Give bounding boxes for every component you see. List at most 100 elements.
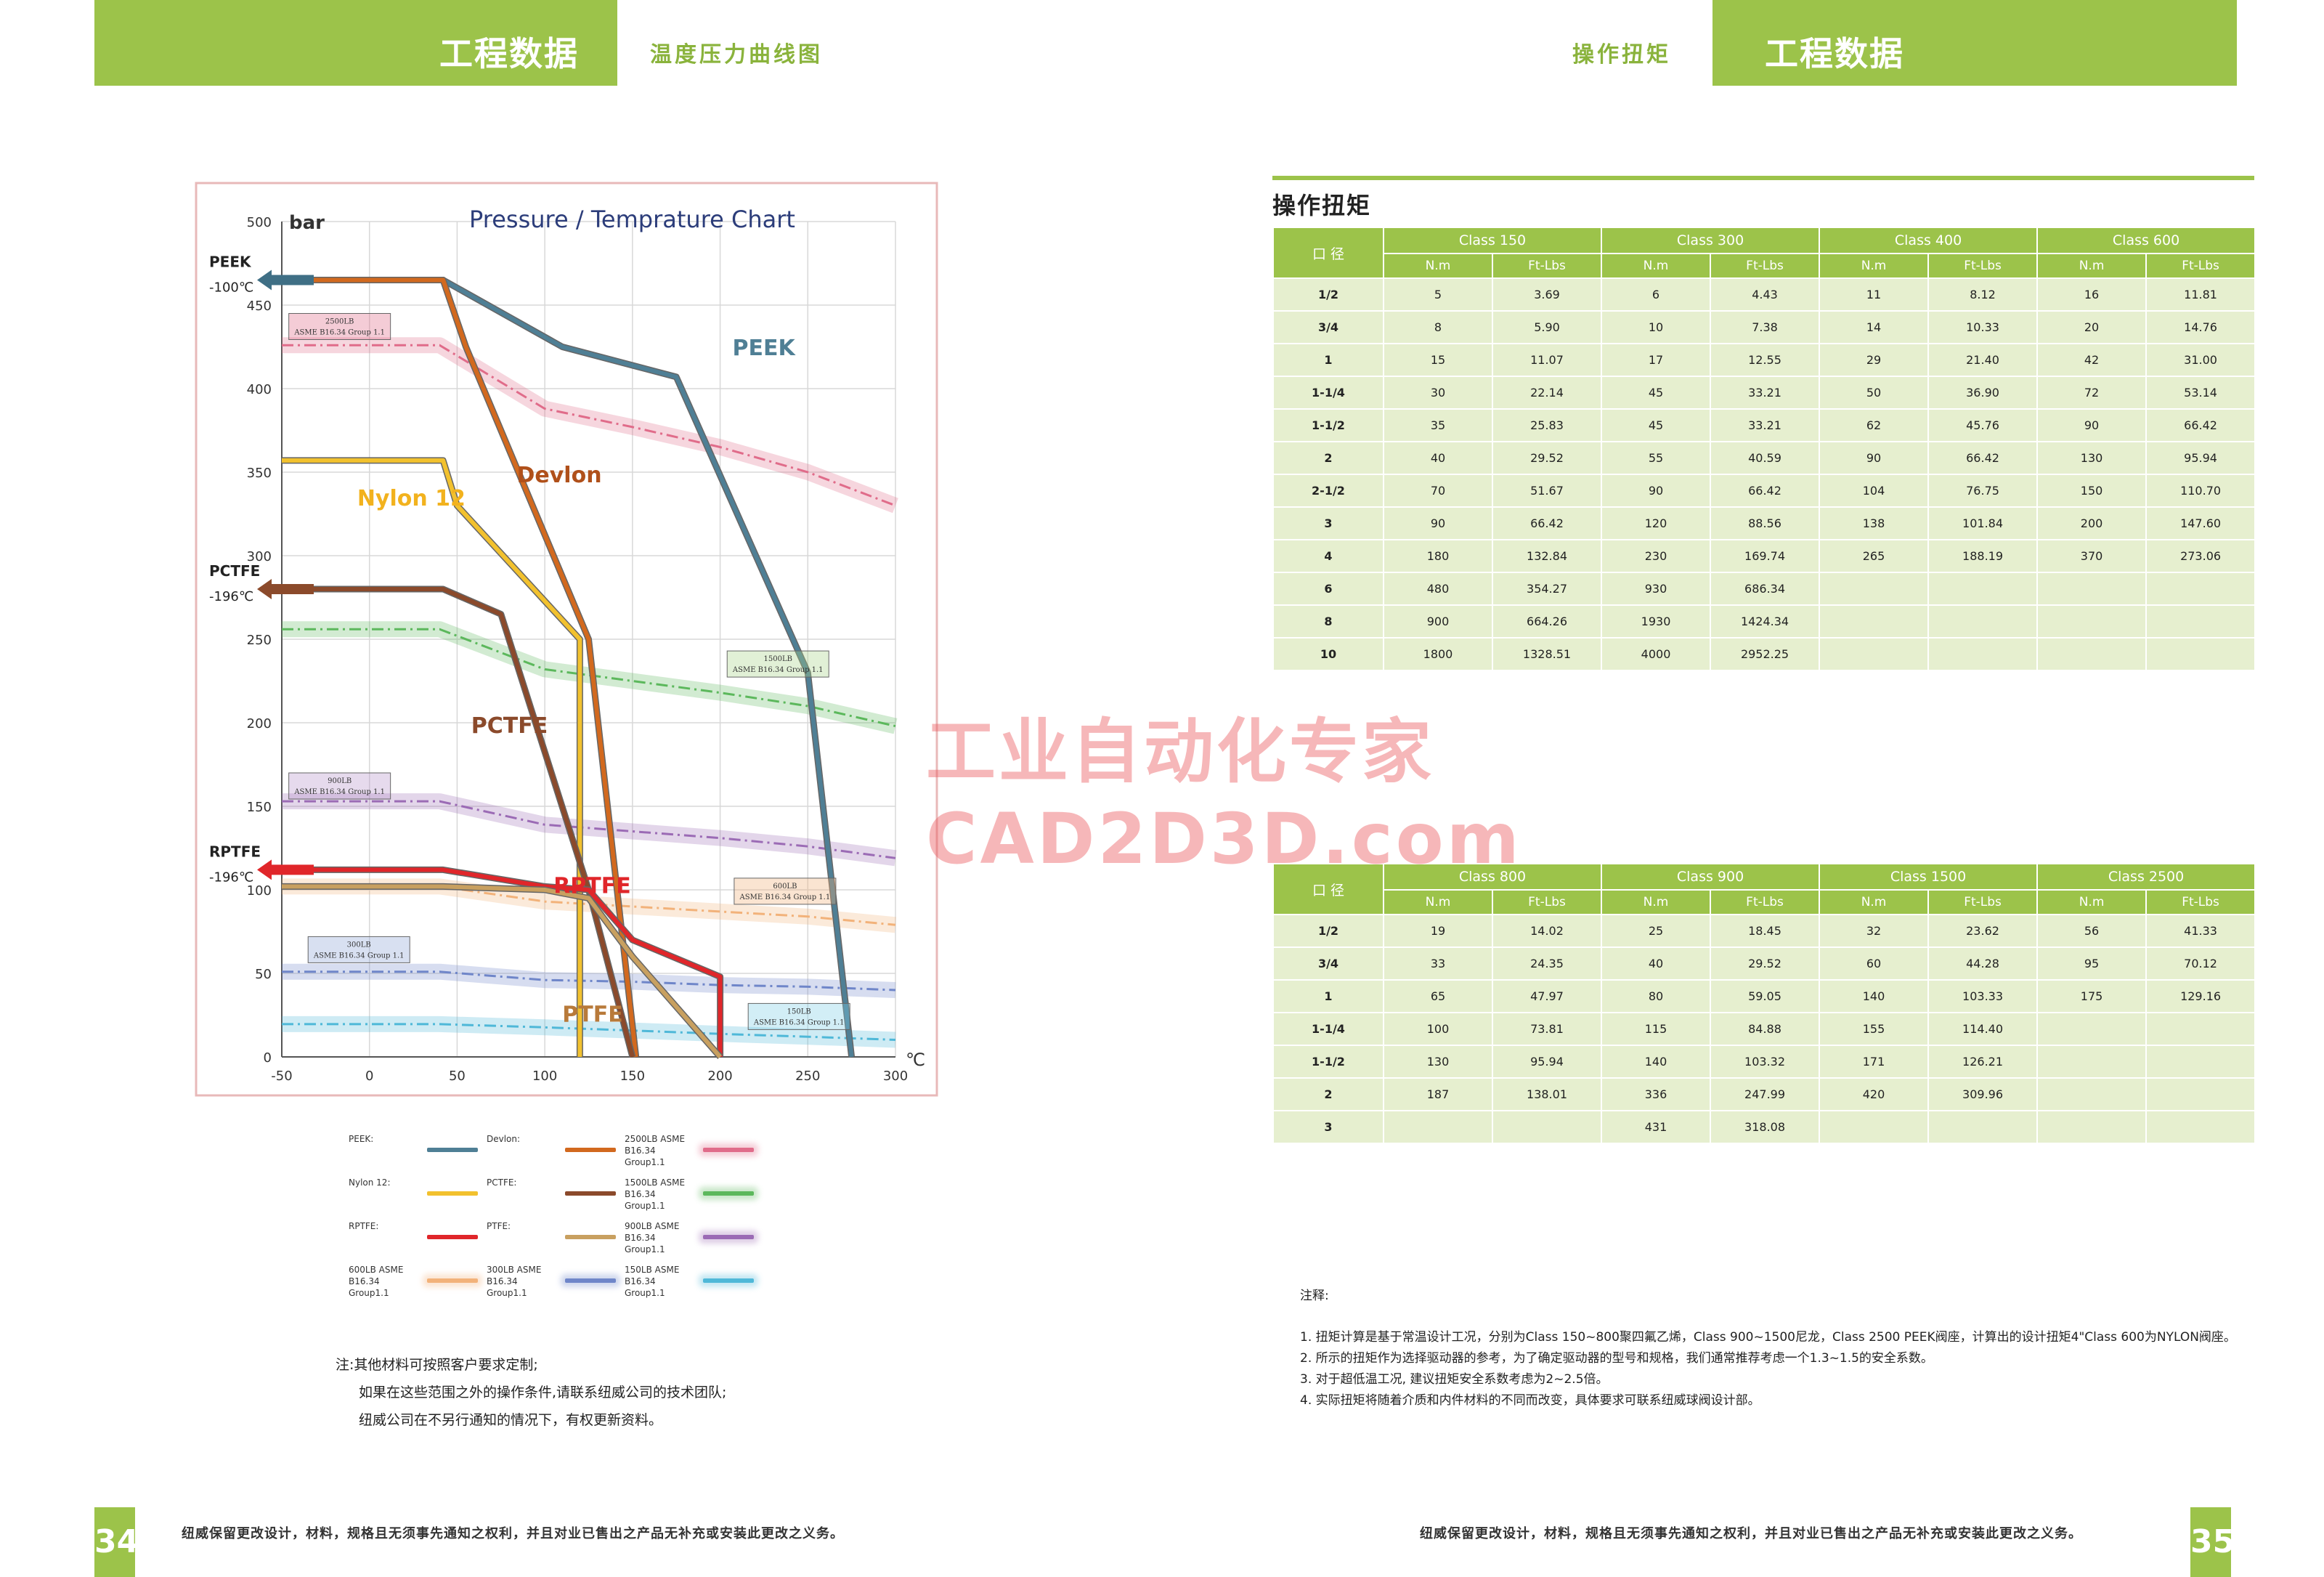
size-cell: 3/4 <box>1272 310 1384 344</box>
size-cell: 2-1/2 <box>1272 474 1384 508</box>
asme-box <box>726 650 829 678</box>
pctfe-label: PCTFE <box>471 713 548 739</box>
table-row: 1-1/4 100 73.81 115 84.88 155 114.40 <box>1272 1012 2256 1046</box>
x-tick-label: 50 <box>449 1069 466 1084</box>
size-cell: 1-1/4 <box>1272 1012 1384 1046</box>
value-cell: 480 <box>1383 572 1493 606</box>
size-cell: 1-1/2 <box>1272 1045 1384 1079</box>
note-3: 3. 对于超低温工况, 建议扭矩安全系数考虑为2~2.5倍。 <box>1300 1372 1609 1387</box>
rptfe-arrow: RPTFE -196℃ <box>209 843 314 885</box>
value-cell: 336 <box>1601 1077 1712 1111</box>
t2-unit-ft-3: Ft-Lbs <box>2145 889 2256 915</box>
asme-box-standard: ASME B16.34 Group 1.1 <box>753 1018 845 1026</box>
rptfe-label: RPTFE <box>553 874 631 899</box>
value-cell: 150 <box>2036 474 2148 508</box>
value-cell: 110.70 <box>2145 474 2256 508</box>
table-row: 1/2 19 14.02 25 18.45 32 23.62 56 41.33 <box>1272 914 2256 948</box>
x-tick-label: -50 <box>271 1069 292 1084</box>
value-cell: 188.19 <box>1927 539 2039 573</box>
size-cell: 1-1/2 <box>1272 408 1384 442</box>
value-cell: 70 <box>1383 474 1493 508</box>
value-cell: 29.52 <box>1710 946 1821 981</box>
value-cell: 30 <box>1383 376 1493 410</box>
value-cell: 171 <box>1819 1045 1930 1079</box>
x-tick-label: 300 <box>883 1069 908 1084</box>
t1-unit-nm-0: N.m <box>1383 253 1493 279</box>
value-cell: 2952.25 <box>1710 637 1821 671</box>
asme-box-standard: ASME B16.34 Group 1.1 <box>293 329 385 337</box>
value-cell: 200 <box>2036 506 2148 540</box>
value-cell: 247.99 <box>1710 1077 1821 1111</box>
legend-label: PEEK: <box>349 1134 374 1144</box>
value-cell <box>1927 572 2039 606</box>
section-rule <box>1272 176 2254 180</box>
value-cell: 20 <box>2036 310 2148 344</box>
value-cell: 309.96 <box>1927 1077 2039 1111</box>
size-cell: 10 <box>1272 637 1384 671</box>
value-cell: 431 <box>1601 1110 1712 1144</box>
right-page-number: 35 <box>2190 1507 2235 1577</box>
asme-box-class: 900LB <box>328 777 352 785</box>
y-tick-label: 350 <box>247 466 272 481</box>
note-2: 2. 所示的扭矩作为选择驱动器的参考，为了确定驱动器的型号和规格，我们通常推荐考… <box>1300 1351 1933 1366</box>
asme-box-class: 600LB <box>773 883 797 891</box>
value-cell <box>1819 1110 1930 1144</box>
t1-class-header-2: Class 400 <box>1819 227 2039 254</box>
value-cell: 22.14 <box>1491 376 1603 410</box>
table-row: 2 187 138.01 336 247.99 420 309.96 <box>1272 1077 2256 1111</box>
value-cell: 90 <box>1819 441 1930 475</box>
legend-label: PTFE: <box>487 1221 511 1231</box>
watermark-line-1: 工业自动化专家 <box>926 711 1434 792</box>
legend-swatch <box>703 1235 754 1239</box>
series-900lb-asme-b16-34-group1-1 <box>282 793 897 867</box>
value-cell: 115 <box>1601 1012 1712 1046</box>
right-header-subtitle: 操作扭矩 <box>1572 42 1671 68</box>
value-cell <box>2036 637 2148 671</box>
value-cell: 40.59 <box>1710 441 1821 475</box>
table-row: 1-1/4 30 22.14 45 33.21 50 36.90 72 53.14 <box>1272 376 2256 410</box>
left-header-subtitle: 温度压力曲线图 <box>650 42 823 68</box>
value-cell <box>2145 572 2256 606</box>
asme-box <box>747 1002 850 1030</box>
value-cell: 169.74 <box>1710 539 1821 573</box>
value-cell: 318.08 <box>1710 1110 1821 1144</box>
value-cell: 25.83 <box>1491 408 1603 442</box>
value-cell <box>2145 1045 2256 1079</box>
y-tick-label: 0 <box>264 1050 272 1066</box>
value-cell: 45 <box>1601 408 1712 442</box>
value-cell: 56 <box>2036 914 2148 948</box>
value-cell: 55 <box>1601 441 1712 475</box>
legend-label: 150LB ASME B16.34 Group1.1 <box>625 1265 680 1298</box>
value-cell <box>2145 604 2256 638</box>
series-line <box>282 628 896 728</box>
table-row: 6 480 354.27 930 686.34 <box>1272 572 2256 606</box>
y-tick-label: 100 <box>247 883 272 899</box>
value-cell <box>2145 1110 2256 1144</box>
size-cell: 8 <box>1272 604 1384 638</box>
value-cell <box>2036 1110 2148 1144</box>
value-cell: 8.12 <box>1927 277 2039 312</box>
value-cell: 4.43 <box>1710 277 1821 312</box>
series-line <box>282 1023 896 1041</box>
value-cell: 33 <box>1383 946 1493 981</box>
t1-size-header: 口 径 <box>1272 227 1384 279</box>
legend-swatch <box>565 1278 616 1283</box>
value-cell: 104 <box>1819 474 1930 508</box>
left-page-number: 34 <box>94 1507 139 1577</box>
left-note-line-1: 注:其他材料可按照客户要求定制; <box>336 1357 538 1373</box>
table-row: 4 180 132.84 230 169.74 265 188.19 370 273.06 <box>1272 539 2256 573</box>
t2-unit-ft-2: Ft-Lbs <box>1927 889 2039 915</box>
value-cell <box>2145 637 2256 671</box>
legend-label: PCTFE: <box>487 1177 517 1188</box>
table-row: 1 65 47.97 80 59.05 140 103.33 175 129.16 <box>1272 979 2256 1013</box>
y-tick-label: 50 <box>255 967 272 982</box>
arrow-temp: -196℃ <box>209 589 253 604</box>
right-header-bar <box>1712 0 2237 86</box>
torque-table-2: 口 径 Class 800 Class 900 Class 1500 Class 250… <box>1272 863 2256 1144</box>
legend-swatch <box>427 1278 478 1283</box>
series-line <box>282 587 635 1058</box>
size-cell: 1/2 <box>1272 277 1384 312</box>
asme-box <box>288 313 391 340</box>
legend-label: 2500LB ASME B16.34 Group1.1 <box>625 1134 686 1167</box>
value-cell: 72 <box>2036 376 2148 410</box>
